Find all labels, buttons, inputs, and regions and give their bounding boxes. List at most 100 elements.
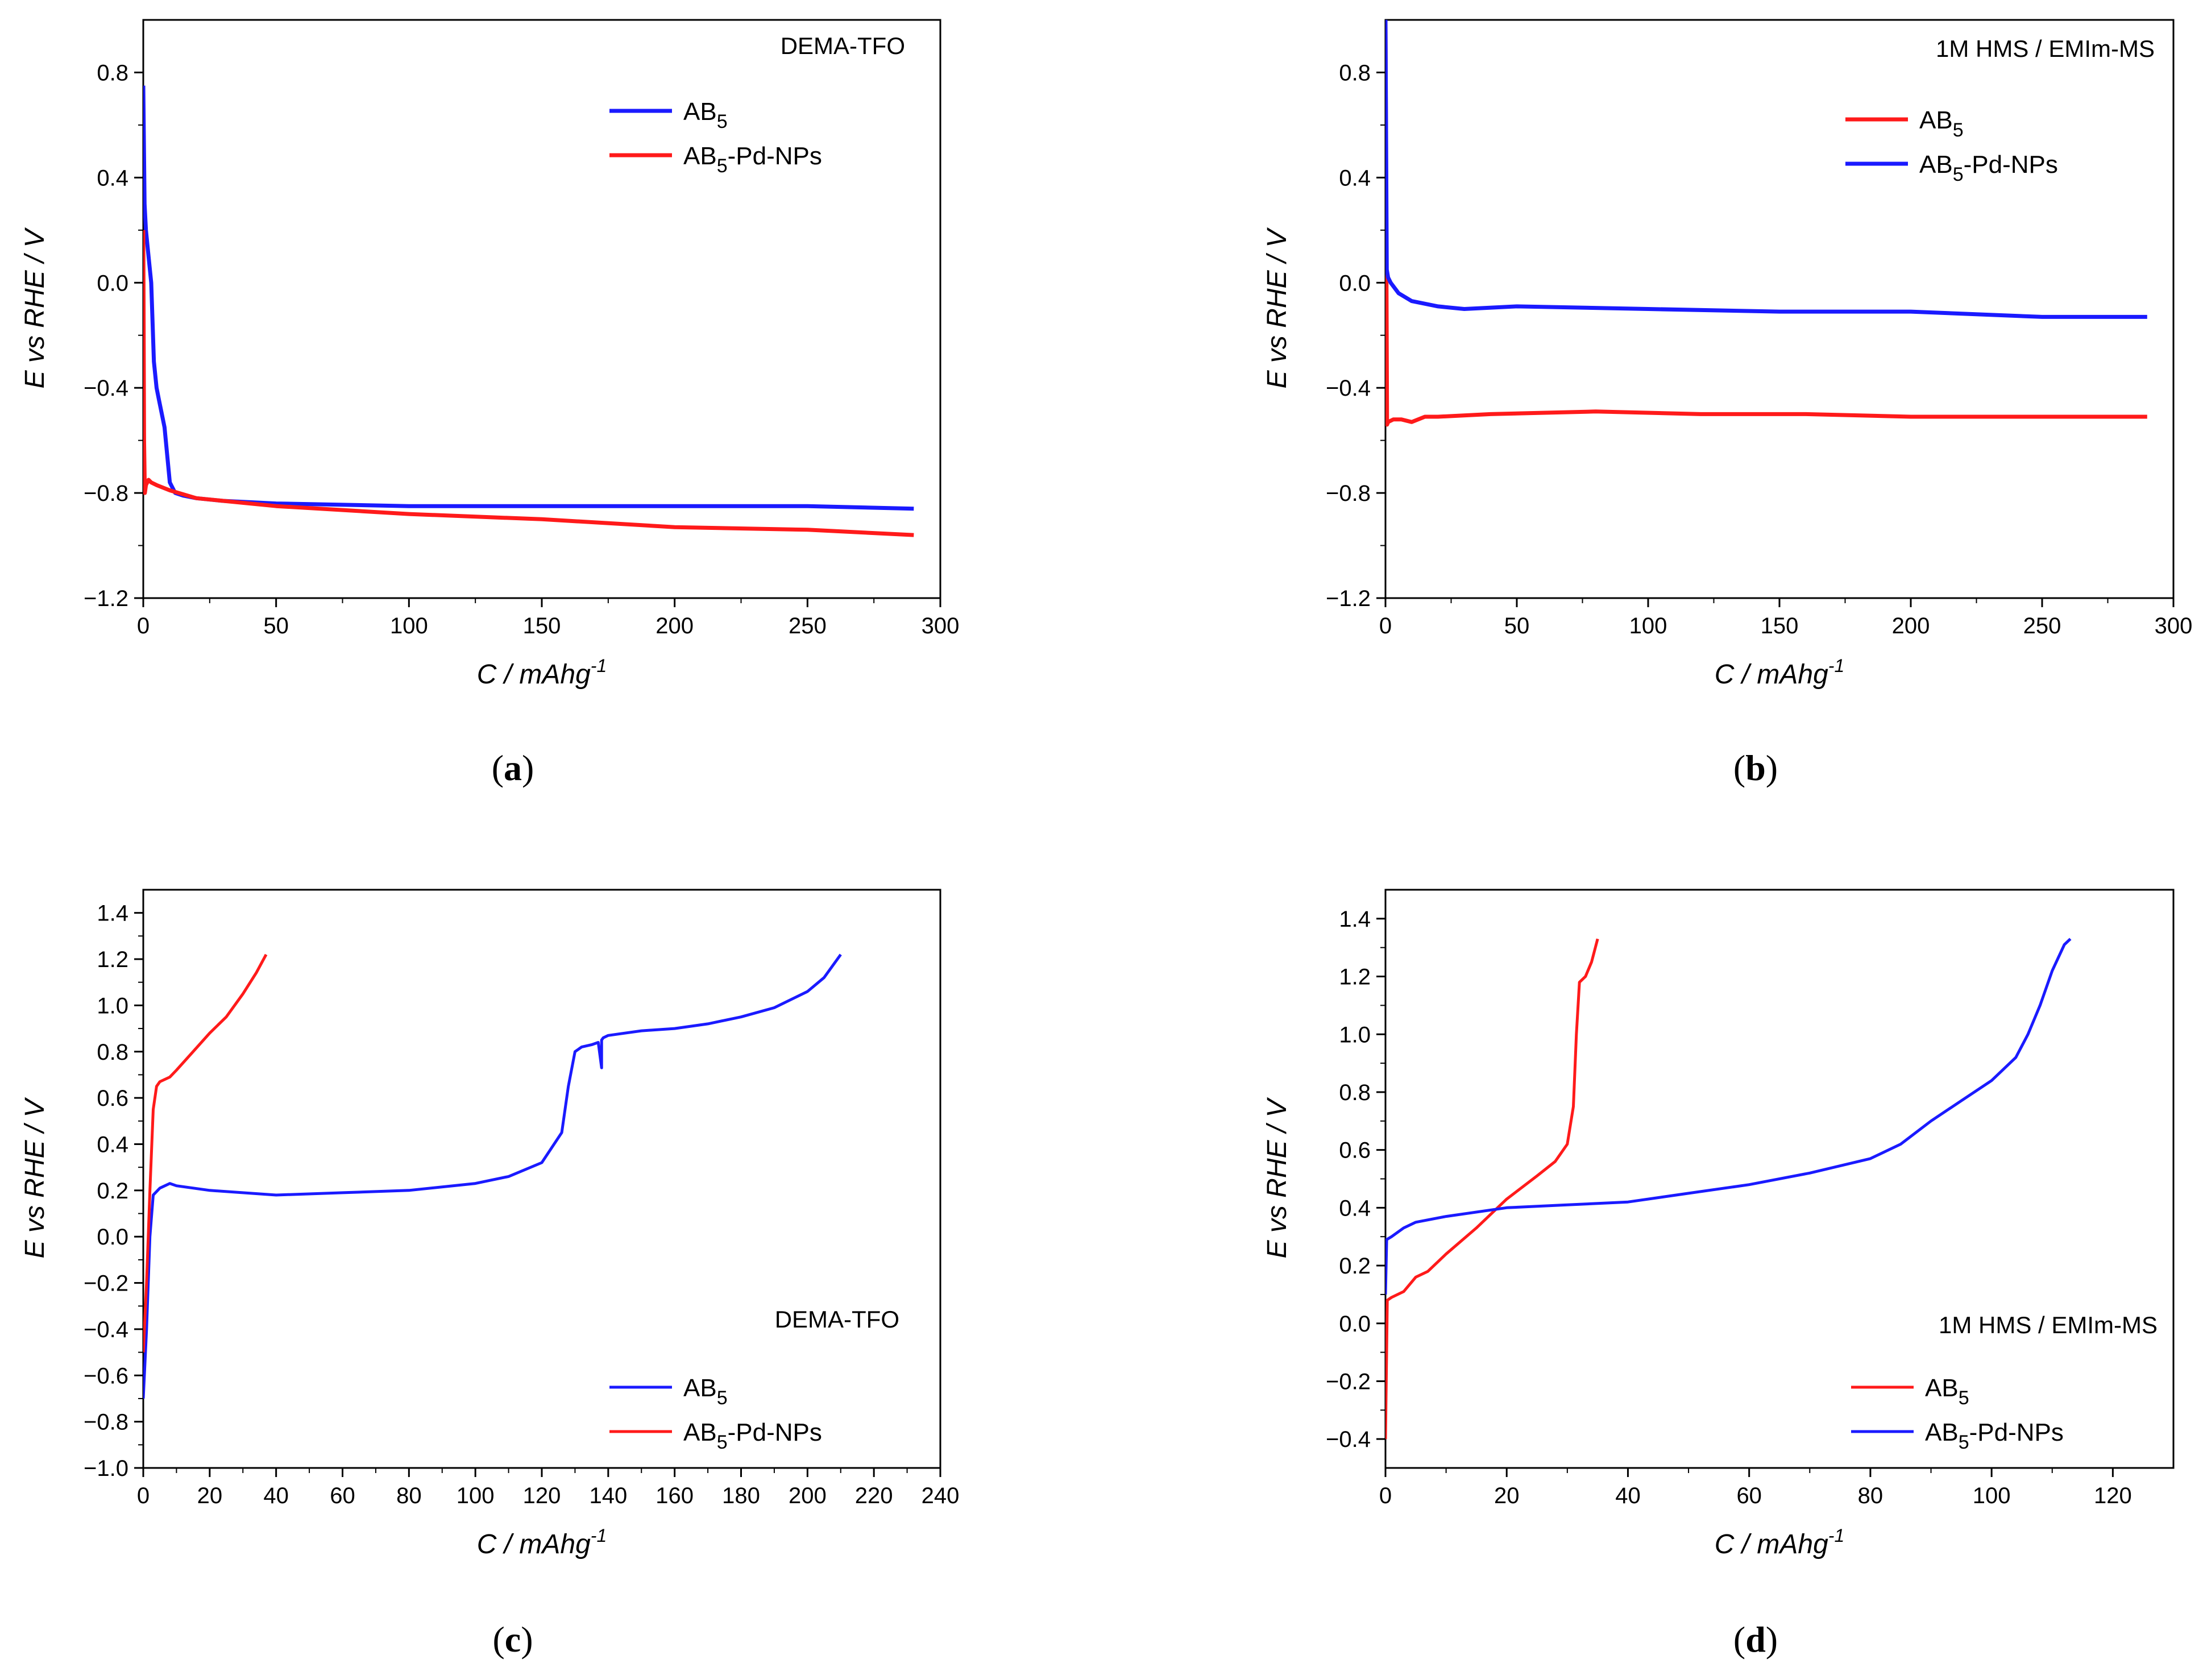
y-tick-label: 0.4 bbox=[1339, 1196, 1371, 1221]
legend-name: AB bbox=[683, 1418, 717, 1446]
legend-entry: AB5 bbox=[1925, 1374, 1969, 1409]
x-tick-label: 140 bbox=[589, 1483, 627, 1508]
x-tick-label: 240 bbox=[922, 1483, 960, 1508]
y-tick-label: 0.0 bbox=[1339, 271, 1371, 296]
y-tick-label: −0.4 bbox=[1326, 376, 1371, 401]
legend-sub: 5 bbox=[717, 1387, 728, 1409]
y-tick-label: −0.8 bbox=[84, 481, 128, 506]
x-tick-label: 220 bbox=[855, 1483, 893, 1508]
y-tick-label: −1.0 bbox=[84, 1456, 128, 1481]
caption-open: ( bbox=[492, 748, 504, 788]
chart-panel-c: 0 20 40 60 80 100 120 140 160 180 200 220 240 −1.0 −0.… bbox=[20, 889, 960, 1660]
plot-frame bbox=[142, 889, 941, 1469]
legend-sub: 5 bbox=[1959, 1432, 1969, 1453]
x-tick-label: 300 bbox=[922, 613, 960, 638]
panel-caption: (b) bbox=[1733, 748, 1778, 788]
legend-sub: 5 bbox=[717, 111, 728, 132]
x-tick-label: 180 bbox=[722, 1483, 760, 1508]
x-axis-label-sup: -1 bbox=[591, 656, 607, 676]
x-axis-label-text: C / mAhg bbox=[477, 659, 591, 690]
y-tick-label: −0.4 bbox=[84, 1317, 128, 1342]
y-tick-label: 0.8 bbox=[97, 60, 128, 85]
y-tick-label: 0.4 bbox=[1339, 165, 1371, 190]
caption-close: ) bbox=[1766, 1619, 1778, 1660]
x-tick-label: 120 bbox=[523, 1483, 561, 1508]
x-tick-label: 100 bbox=[390, 613, 428, 638]
x-axis-label-text: C / mAhg bbox=[1715, 1529, 1828, 1559]
legend-name: AB bbox=[1925, 1374, 1959, 1402]
x-tick-label: 300 bbox=[2155, 613, 2193, 638]
x-tick-label: 200 bbox=[789, 1483, 827, 1508]
y-tick-label: −0.8 bbox=[1326, 481, 1371, 506]
x-axis-label-text: C / mAhg bbox=[1715, 659, 1828, 690]
chart-annotation: DEMA-TFO bbox=[775, 1306, 899, 1333]
y-tick-label: −1.2 bbox=[84, 586, 128, 611]
y-tick-label: −0.6 bbox=[84, 1363, 128, 1388]
caption-close: ) bbox=[521, 1619, 533, 1660]
x-tick-label: 200 bbox=[1892, 613, 1930, 638]
series-line-ab5 bbox=[143, 85, 914, 511]
y-tick-label: 0.2 bbox=[1339, 1254, 1371, 1279]
legend-suffix: -Pd-NPs bbox=[728, 142, 822, 170]
x-tick-label: 200 bbox=[655, 613, 694, 638]
panel-caption: (a) bbox=[492, 748, 534, 788]
x-tick-label: 150 bbox=[1761, 613, 1799, 638]
caption-close: ) bbox=[1766, 748, 1778, 788]
legend-sub: 5 bbox=[717, 1432, 728, 1453]
chart-annotation: 1M HMS / EMIm-MS bbox=[1936, 35, 2155, 62]
x-axis-label-sup: -1 bbox=[1828, 1525, 1844, 1546]
x-tick-label: 100 bbox=[1629, 613, 1667, 638]
caption-open: ( bbox=[492, 1619, 504, 1660]
series-line-ab5-pd-nps bbox=[1385, 938, 2072, 1295]
y-tick-label: −0.2 bbox=[84, 1271, 128, 1296]
chart-annotation: DEMA-TFO bbox=[781, 32, 905, 59]
legend-entry: AB5 bbox=[1919, 106, 1964, 141]
legend-name: AB bbox=[1919, 151, 1953, 179]
chart-panel-a: 0 50 100 150 200 250 300 −1.2 −0.8 −0.4 0.0 0.4 0.8 C… bbox=[20, 19, 960, 788]
series-line-ab5-pd-nps bbox=[1385, 20, 2147, 319]
series-line-ab5 bbox=[1385, 20, 2147, 427]
y-tick-label: 0.8 bbox=[1339, 1080, 1371, 1105]
x-tick-label: 80 bbox=[1858, 1483, 1883, 1508]
plot-frame bbox=[142, 19, 941, 599]
y-tick-label: −0.4 bbox=[1326, 1427, 1371, 1452]
y-tick-label: −0.2 bbox=[1326, 1369, 1371, 1394]
x-axis-label: C / mAhg-1 bbox=[477, 656, 607, 690]
y-axis-label: E vs RHE / V bbox=[1262, 227, 1292, 388]
x-axis-label-sup: -1 bbox=[591, 1525, 607, 1546]
legend-sub: 5 bbox=[1959, 1387, 1969, 1409]
panel-caption: (c) bbox=[492, 1619, 533, 1660]
y-tick-label: −1.2 bbox=[1326, 586, 1371, 611]
y-tick-label: −0.4 bbox=[84, 376, 128, 401]
x-tick-label: 40 bbox=[1615, 1483, 1641, 1508]
caption-letter: d bbox=[1745, 1619, 1766, 1660]
caption-open: ( bbox=[1733, 1619, 1745, 1660]
x-tick-label: 0 bbox=[1379, 613, 1392, 638]
x-tick-label: 20 bbox=[197, 1483, 223, 1508]
legend-suffix: -Pd-NPs bbox=[1964, 151, 2058, 179]
series-line-ab5 bbox=[143, 953, 842, 1399]
chart-annotation: 1M HMS / EMIm-MS bbox=[1939, 1312, 2158, 1338]
x-axis-label: C / mAhg-1 bbox=[1715, 1525, 1845, 1559]
legend-name: AB bbox=[683, 1374, 717, 1402]
x-tick-label: 100 bbox=[457, 1483, 495, 1508]
y-tick-label: 1.0 bbox=[97, 993, 128, 1018]
x-axis-label-sup: -1 bbox=[1828, 656, 1844, 676]
legend-entry: AB5-Pd-NPs bbox=[683, 1418, 822, 1453]
y-axis-label: E vs RHE / V bbox=[20, 1097, 50, 1258]
legend-suffix: -Pd-NPs bbox=[728, 1418, 822, 1446]
x-tick-label: 0 bbox=[137, 613, 150, 638]
legend-entry: AB5 bbox=[683, 98, 728, 132]
caption-letter: c bbox=[505, 1619, 521, 1660]
x-tick-label: 50 bbox=[1504, 613, 1530, 638]
y-tick-label: 1.2 bbox=[1339, 965, 1371, 990]
panel-caption: (d) bbox=[1733, 1619, 1778, 1660]
series-line-ab5-pd-nps bbox=[143, 230, 914, 537]
x-axis-label: C / mAhg-1 bbox=[1715, 656, 1845, 690]
x-tick-label: 150 bbox=[523, 613, 561, 638]
y-tick-label: 1.4 bbox=[1339, 907, 1371, 932]
legend-entry: AB5-Pd-NPs bbox=[1919, 151, 2058, 185]
x-tick-label: 250 bbox=[2023, 613, 2061, 638]
y-axis-label: E vs RHE / V bbox=[20, 227, 50, 388]
